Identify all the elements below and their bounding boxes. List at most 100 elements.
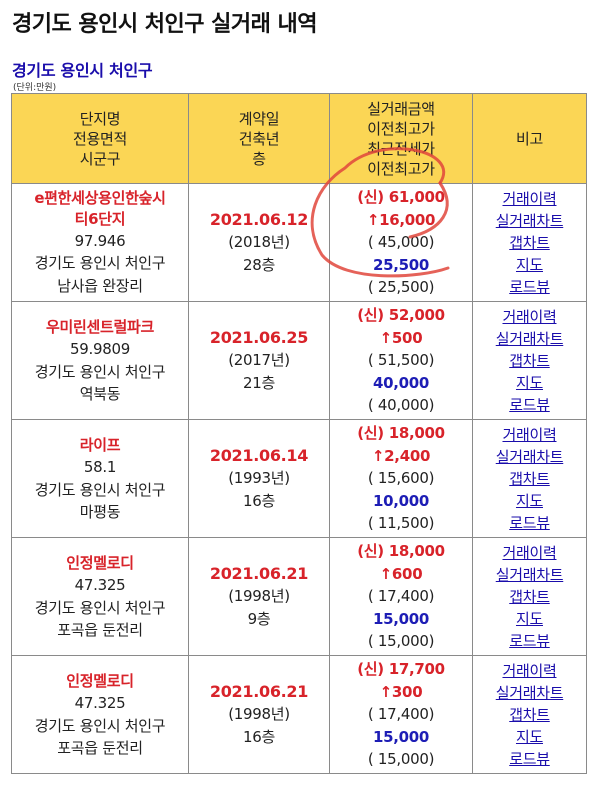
history-link[interactable]: 거래이력 bbox=[502, 307, 557, 326]
jeonse-previous-high: ( 15,000) bbox=[367, 750, 435, 769]
built-year: (1998년) bbox=[228, 705, 290, 724]
price-change: ↑500 bbox=[379, 328, 423, 347]
cell-complex: 라이프 58.1 경기도 용인시 처인구 마평동 bbox=[11, 419, 189, 538]
roadview-link[interactable]: 로드뷰 bbox=[509, 631, 550, 650]
cell-contract: 2021.06.25 (2017년) 21층 bbox=[188, 301, 330, 420]
jeonse-previous-high: ( 40,000) bbox=[367, 396, 435, 415]
region-text: 경기도 용인시 처인구 bbox=[34, 598, 166, 617]
header-text: 이전최고가 bbox=[367, 159, 435, 178]
header-text: 이전최고가 bbox=[367, 119, 435, 138]
jeonse-price: 40,000 bbox=[372, 373, 430, 392]
built-year: (2017년) bbox=[228, 351, 290, 370]
table-row: 우미린센트럴파크 59.9809 경기도 용인시 처인구 역북동 2021.06.25 (… bbox=[11, 301, 587, 420]
area-value: 97.946 bbox=[74, 231, 126, 250]
history-link[interactable]: 거래이력 bbox=[502, 543, 557, 562]
jeonse-previous-high: ( 25,500) bbox=[367, 278, 435, 297]
jeonse-price: 25,500 bbox=[372, 255, 430, 274]
history-link[interactable]: 거래이력 bbox=[502, 425, 557, 444]
complex-name[interactable]: e편한세상용인한숲시 bbox=[34, 188, 166, 207]
roadview-link[interactable]: 로드뷰 bbox=[509, 513, 550, 532]
header-complex: 단지명 전용면적 시군구 bbox=[11, 93, 189, 184]
area-value: 59.9809 bbox=[70, 340, 130, 358]
map-link[interactable]: 지도 bbox=[515, 255, 543, 274]
gap-chart-link[interactable]: 갭차트 bbox=[509, 705, 550, 724]
map-link[interactable]: 지도 bbox=[515, 373, 543, 392]
cell-price: (신) 52,000 ↑500 ( 51,500) 40,000 ( 40,000) bbox=[329, 301, 473, 420]
header-text: 실거래금액 bbox=[367, 99, 435, 118]
deals-table: 단지명 전용면적 시군구 계약일 건축년 층 실거래금액 이전최고가 최근전세가… bbox=[11, 93, 587, 774]
region-text: 경기도 용인시 처인구 bbox=[34, 254, 166, 273]
table-row: 인정멜로디 47.325 경기도 용인시 처인구 포곡읍 둔전리 2021.06.21 (… bbox=[11, 537, 587, 656]
gap-chart-link[interactable]: 갭차트 bbox=[509, 587, 550, 606]
gap-chart-link[interactable]: 갭차트 bbox=[509, 469, 550, 488]
price-chart-link[interactable]: 실거래차트 bbox=[495, 683, 564, 702]
cell-contract: 2021.06.21 (1998년) 9층 bbox=[188, 537, 330, 656]
roadview-link[interactable]: 로드뷰 bbox=[509, 277, 550, 296]
area-value: 47.325 bbox=[74, 576, 126, 594]
price-chart-link[interactable]: 실거래차트 bbox=[495, 565, 564, 584]
map-link[interactable]: 지도 bbox=[515, 609, 543, 628]
contract-date: 2021.06.12 bbox=[209, 209, 309, 229]
complex-name[interactable]: 티6단지 bbox=[74, 209, 126, 228]
gap-chart-link[interactable]: 갭차트 bbox=[509, 351, 550, 370]
jeonse-price: 10,000 bbox=[372, 491, 430, 510]
previous-high: ( 45,000) bbox=[367, 233, 435, 252]
floor-text: 16층 bbox=[243, 491, 275, 510]
cell-price: (신) 17,700 ↑300 ( 17,400) 15,000 ( 15,000) bbox=[329, 655, 473, 774]
contract-date: 2021.06.21 bbox=[209, 563, 309, 583]
header-text: 전용면적 bbox=[72, 129, 127, 148]
complex-name[interactable]: 인정멜로디 bbox=[66, 671, 134, 690]
previous-high: ( 15,600) bbox=[367, 469, 435, 488]
built-year: (2018년) bbox=[228, 233, 290, 252]
cell-contract: 2021.06.14 (1993년) 16층 bbox=[188, 419, 330, 538]
price-change: ↑2,400 bbox=[371, 446, 431, 465]
dong-text: 남사읍 완장리 bbox=[57, 276, 143, 295]
complex-name[interactable]: 라이프 bbox=[79, 435, 121, 454]
cell-contract: 2021.06.21 (1998년) 16층 bbox=[188, 655, 330, 774]
floor-text: 16층 bbox=[243, 727, 275, 746]
price-chart-link[interactable]: 실거래차트 bbox=[495, 329, 564, 348]
dong-text: 포곡읍 둔전리 bbox=[57, 621, 143, 639]
header-text: 단지명 bbox=[79, 109, 121, 128]
complex-name[interactable]: 우미린센트럴파크 bbox=[45, 317, 154, 336]
cell-complex: 우미린센트럴파크 59.9809 경기도 용인시 처인구 역북동 bbox=[11, 301, 189, 420]
price-change: ↑600 bbox=[379, 564, 423, 583]
deal-price: (신) 61,000 bbox=[357, 188, 445, 207]
header-text: 계약일 bbox=[238, 109, 280, 128]
contract-date: 2021.06.14 bbox=[209, 445, 309, 465]
table-header-row: 단지명 전용면적 시군구 계약일 건축년 층 실거래금액 이전최고가 최근전세가… bbox=[11, 93, 587, 184]
history-link[interactable]: 거래이력 bbox=[502, 189, 557, 208]
area-value: 58.1 bbox=[83, 458, 117, 476]
cell-contract: 2021.06.12 (2018년) 28층 bbox=[188, 183, 330, 302]
complex-name[interactable]: 인정멜로디 bbox=[66, 553, 134, 572]
map-link[interactable]: 지도 bbox=[515, 491, 543, 510]
roadview-link[interactable]: 로드뷰 bbox=[509, 395, 550, 414]
deal-price: (신) 17,700 bbox=[357, 660, 445, 679]
jeonse-previous-high: ( 15,000) bbox=[367, 632, 435, 651]
price-chart-link[interactable]: 실거래차트 bbox=[495, 211, 564, 230]
header-text: 층 bbox=[252, 149, 266, 168]
contract-date: 2021.06.25 bbox=[209, 327, 309, 347]
unit-note: (단위:만원) bbox=[13, 83, 57, 93]
region-link[interactable]: 경기도 용인시 처인구 bbox=[12, 61, 153, 80]
header-text: 비고 bbox=[515, 129, 543, 148]
history-link[interactable]: 거래이력 bbox=[502, 661, 557, 680]
region-text: 경기도 용인시 처인구 bbox=[34, 716, 166, 735]
table-row: 라이프 58.1 경기도 용인시 처인구 마평동 2021.06.14 (1993년) 16… bbox=[11, 419, 587, 538]
region-text: 경기도 용인시 처인구 bbox=[34, 362, 166, 381]
cell-price: (신) 18,000 ↑2,400 ( 15,600) 10,000 ( 11,500) bbox=[329, 419, 473, 538]
header-text: 건축년 bbox=[238, 129, 280, 148]
page-title: 경기도 용인시 처인구 실거래 내역 bbox=[12, 12, 318, 37]
price-change: ↑16,000 bbox=[366, 210, 436, 229]
header-notes: 비고 bbox=[472, 93, 587, 184]
previous-high: ( 17,400) bbox=[367, 587, 435, 606]
header-text: 최근전세가 bbox=[367, 139, 435, 158]
price-chart-link[interactable]: 실거래차트 bbox=[495, 447, 564, 466]
roadview-link[interactable]: 로드뷰 bbox=[509, 749, 550, 768]
gap-chart-link[interactable]: 갭차트 bbox=[509, 233, 550, 252]
map-link[interactable]: 지도 bbox=[515, 727, 543, 746]
